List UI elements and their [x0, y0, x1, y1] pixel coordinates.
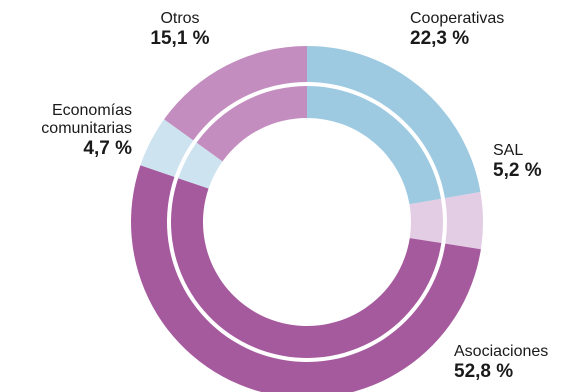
label-asociaciones-name: Asociaciones — [454, 343, 549, 360]
label-cooperativas: Cooperativas 22,3 % — [410, 10, 504, 49]
inner-slice-cooperativas — [307, 86, 442, 205]
outer-slice-economias-comunitarias — [140, 119, 194, 177]
outer-slice-asociaciones — [131, 165, 481, 392]
label-cooperativas-pct: 22,3 % — [410, 27, 470, 49]
outer-slice-sal — [444, 192, 483, 250]
inner-slice-otros — [196, 86, 307, 162]
inner-slice-economias-comunitarias — [178, 142, 223, 189]
inner-ring — [171, 86, 443, 358]
label-asociaciones-pct: 52,8 % — [454, 360, 514, 382]
inner-slice-sal — [409, 198, 443, 244]
outer-slice-otros — [164, 46, 307, 141]
label-sal-name: SAL — [493, 142, 524, 159]
label-economias: Economías comunitarias 4,7 % — [0, 102, 132, 159]
inner-slice-asociaciones — [171, 178, 442, 358]
label-economias-pct: 4,7 % — [83, 137, 132, 159]
label-cooperativas-name: Cooperativas — [410, 10, 505, 27]
label-economias-line1: Economías — [51, 102, 132, 119]
label-otros: Otros 15,1 % — [145, 10, 215, 49]
outer-slice-cooperativas — [307, 46, 481, 199]
label-sal: SAL 5,2 % — [493, 142, 542, 181]
outer-ring — [131, 46, 483, 392]
label-economias-line2: comunitarias — [41, 119, 132, 137]
label-sal-pct: 5,2 % — [493, 159, 542, 181]
label-otros-pct: 15,1 % — [150, 27, 210, 49]
label-otros-name: Otros — [160, 10, 200, 27]
label-asociaciones: Asociaciones 52,8 % — [454, 343, 548, 382]
